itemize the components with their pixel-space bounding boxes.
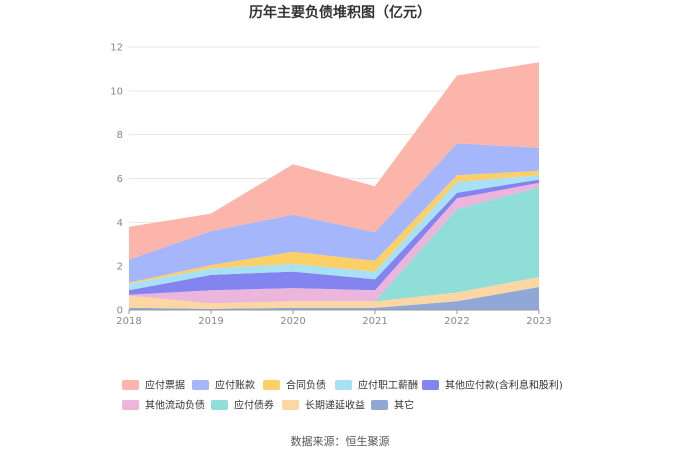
- y-tick-label: 10: [110, 86, 123, 97]
- legend-swatch: [211, 400, 228, 410]
- legend-item[interactable]: 其他流动负债: [122, 399, 205, 412]
- y-tick-label: 0: [117, 306, 123, 317]
- legend-label: 其他流动负债: [145, 399, 205, 412]
- legend-swatch: [422, 380, 439, 390]
- legend-swatch: [122, 400, 139, 410]
- x-tick-label: 2018: [116, 316, 141, 327]
- legend-item[interactable]: 应付债券: [211, 399, 274, 412]
- y-axis-ticks: 0 2 4 6 8 10 12: [110, 43, 123, 317]
- area-series-1: [129, 277, 539, 309]
- y-tick-label: 12: [110, 43, 123, 54]
- legend-label: 应付债券: [234, 399, 274, 412]
- area-series-0: [129, 287, 539, 310]
- area-series: [129, 62, 539, 310]
- legend-swatch: [335, 380, 352, 390]
- data-source: 数据来源：恒生聚源: [291, 434, 390, 448]
- y-tick-label: 2: [117, 262, 123, 273]
- legend-swatch: [122, 380, 139, 390]
- x-tick-label: 2023: [526, 316, 551, 327]
- legend-swatch: [371, 400, 388, 410]
- y-tick-label: 4: [117, 218, 123, 229]
- area-series-3: [129, 182, 539, 304]
- legend-label: 应付票据: [145, 379, 185, 392]
- legend-item[interactable]: 合同负债: [263, 379, 326, 392]
- area-series-5: [129, 175, 539, 291]
- legend-item[interactable]: 应付账款: [192, 379, 255, 392]
- area-series-4: [129, 179, 539, 295]
- legend-item[interactable]: 其它: [371, 399, 414, 412]
- legend-label: 合同负债: [286, 379, 326, 392]
- area-series-2: [129, 187, 539, 304]
- x-tick-label: 2019: [198, 316, 223, 327]
- legend-item[interactable]: 长期递延收益: [282, 399, 365, 412]
- legend-item[interactable]: 其他应付款(含利息和股利): [422, 379, 563, 392]
- legend-label: 应付职工薪酬: [358, 379, 418, 392]
- area-series-7: [129, 143, 539, 283]
- legend-item[interactable]: 应付票据: [122, 379, 185, 392]
- legend-label: 应付账款: [215, 379, 255, 392]
- x-tick-label: 2022: [444, 316, 469, 327]
- legend-swatch: [192, 380, 209, 390]
- x-tick-label: 2021: [362, 316, 387, 327]
- area-series-6: [129, 170, 539, 284]
- x-tick-label: 2020: [280, 316, 305, 327]
- legend-label: 其它: [394, 399, 414, 412]
- y-tick-label: 8: [117, 130, 123, 141]
- legend-swatch: [263, 380, 280, 390]
- legend-swatch: [282, 400, 299, 410]
- legend: 应付票据 应付账款 合同负债 应付职工薪酬 其他应付款(含利息和股利) 其他流动负债 应付债…: [122, 379, 563, 412]
- legend-label: 长期递延收益: [305, 399, 365, 412]
- legend-item[interactable]: 应付职工薪酬: [335, 379, 418, 392]
- area-series-8: [129, 62, 539, 260]
- legend-label: 其他应付款(含利息和股利): [445, 379, 563, 392]
- y-tick-label: 6: [117, 174, 123, 185]
- x-axis: 2018 2019 2020 2021 2022 2023: [116, 309, 552, 327]
- chart-title: 历年主要负债堆积图（亿元）: [249, 4, 431, 21]
